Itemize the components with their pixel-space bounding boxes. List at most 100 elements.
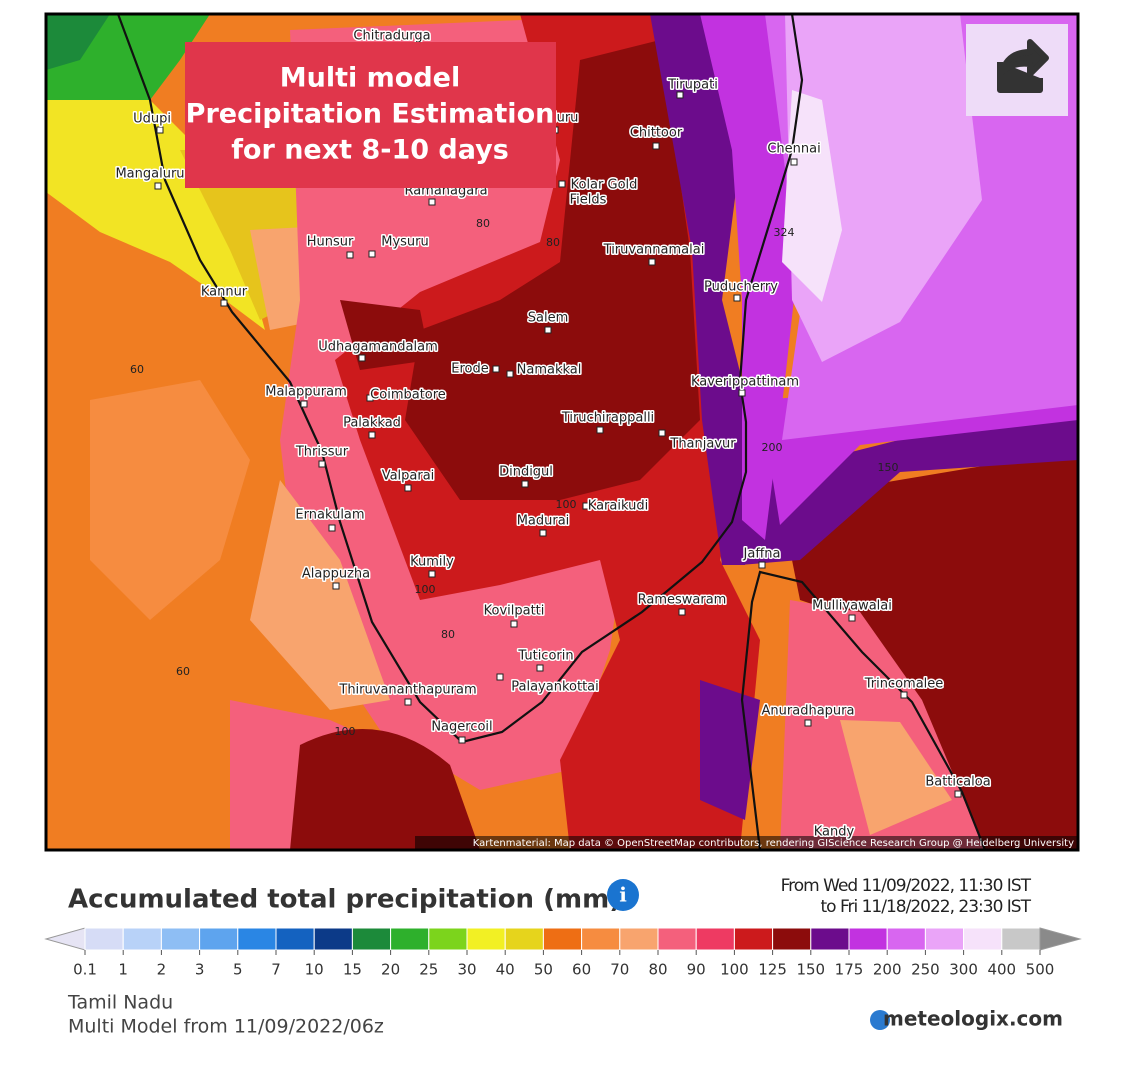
place-marker bbox=[652, 142, 660, 150]
zone bbox=[700, 680, 760, 820]
zone bbox=[405, 40, 700, 500]
place-label: Thanjavur bbox=[669, 437, 736, 452]
place-marker bbox=[154, 182, 162, 190]
place-marker bbox=[492, 365, 500, 373]
place-label: Chitradurga bbox=[353, 29, 430, 44]
map: Kartenmaterial: Map data © OpenStreetMap… bbox=[46, 14, 1078, 850]
legend-swatch bbox=[619, 927, 659, 951]
legend-swatch bbox=[886, 927, 926, 951]
place-marker bbox=[648, 258, 656, 266]
legend-swatch bbox=[351, 927, 392, 951]
place-label: Mysuru bbox=[381, 235, 429, 250]
place-marker bbox=[368, 250, 376, 258]
place-label: Ernakulam bbox=[295, 508, 364, 523]
attribution-bg bbox=[415, 836, 1078, 850]
legend-threshold: 200 bbox=[873, 961, 902, 979]
info-glyph[interactable]: i bbox=[619, 883, 627, 907]
brand-logo bbox=[870, 1010, 890, 1030]
legend-swatch bbox=[810, 927, 850, 951]
place-marker bbox=[404, 698, 412, 706]
brand: meteologix.com bbox=[883, 1007, 1063, 1031]
place-label: Erode bbox=[451, 362, 488, 377]
place-label: Udhagamandalam bbox=[318, 340, 438, 355]
legend-threshold: 40 bbox=[496, 961, 515, 979]
zone bbox=[46, 14, 110, 70]
place-label: Kaverippattinam bbox=[691, 375, 799, 390]
zone bbox=[250, 480, 390, 710]
place-label: Tuticorin bbox=[517, 649, 573, 664]
place-label: Kandy bbox=[814, 825, 855, 840]
date-from: From Wed 11/09/2022, 11:30 IST bbox=[781, 876, 1032, 896]
place-label: Mangaluru bbox=[115, 167, 184, 182]
contour-label: 324 bbox=[774, 226, 795, 239]
place-marker bbox=[346, 251, 354, 259]
place-label: Namakkal bbox=[517, 363, 582, 378]
legend-threshold: 250 bbox=[911, 961, 940, 979]
place-label: Malappuram bbox=[265, 385, 346, 400]
place-label: Salem bbox=[528, 311, 569, 326]
place-label: Palakkad bbox=[343, 416, 401, 431]
info-icon[interactable] bbox=[607, 879, 639, 911]
legend-swatch bbox=[695, 927, 735, 951]
place-label: Coimbatore bbox=[370, 388, 446, 403]
place-marker bbox=[536, 664, 544, 672]
place-marker bbox=[368, 431, 376, 439]
legend-swatch bbox=[581, 927, 621, 951]
legend-arrow bbox=[1039, 927, 1082, 951]
place-label: Karaikudi bbox=[588, 499, 648, 514]
place-marker bbox=[332, 582, 340, 590]
legend-swatch bbox=[466, 927, 506, 951]
place-label: Kumily bbox=[410, 555, 454, 570]
place-label: Tiruvannamalai bbox=[603, 243, 705, 258]
place-marker bbox=[318, 460, 326, 468]
zone bbox=[780, 450, 1078, 850]
legend-threshold: 20 bbox=[381, 961, 400, 979]
place-marker bbox=[676, 91, 684, 99]
place-marker bbox=[539, 529, 547, 537]
region: Tamil Nadu bbox=[67, 992, 173, 1014]
place-marker bbox=[900, 691, 908, 699]
legend-threshold: 400 bbox=[987, 961, 1016, 979]
contour-label: 80 bbox=[546, 236, 560, 249]
legend-threshold: 25 bbox=[419, 961, 438, 979]
place-label: Mulliyawalai bbox=[812, 599, 892, 614]
place-marker bbox=[558, 180, 566, 188]
legend-threshold: 2 bbox=[157, 961, 167, 979]
contour-label: 80 bbox=[476, 217, 490, 230]
legend-threshold: 500 bbox=[1026, 961, 1055, 979]
place-marker bbox=[428, 198, 436, 206]
legend-swatch bbox=[504, 927, 544, 951]
zone bbox=[290, 729, 480, 850]
place-label: Alappuzha bbox=[302, 567, 370, 582]
place-marker bbox=[790, 158, 798, 166]
place-label: Chennai bbox=[767, 142, 820, 157]
contour-label: 100 bbox=[335, 725, 356, 738]
legend-threshold: 175 bbox=[835, 961, 864, 979]
zone bbox=[46, 100, 265, 330]
map-frame bbox=[44, 12, 1080, 852]
place-marker bbox=[458, 736, 466, 744]
place-marker bbox=[596, 426, 604, 434]
legend-swatch bbox=[275, 927, 315, 951]
place-marker bbox=[658, 429, 666, 437]
contour-label: 150 bbox=[878, 461, 899, 474]
zone bbox=[785, 14, 982, 362]
zone bbox=[782, 90, 842, 302]
legend-threshold: 80 bbox=[648, 961, 667, 979]
zone bbox=[840, 720, 952, 835]
place-marker bbox=[300, 400, 308, 408]
legend-swatch bbox=[963, 927, 1003, 951]
legend-swatch bbox=[199, 927, 239, 951]
attribution: Kartenmaterial: Map data © OpenStreetMap… bbox=[473, 838, 1074, 849]
legend-threshold: 0.1 bbox=[73, 961, 97, 979]
model-run: Multi Model from 11/09/2022/06z bbox=[68, 1016, 384, 1038]
legend-threshold: 1 bbox=[118, 961, 128, 979]
place-marker bbox=[358, 354, 366, 362]
share-icon[interactable] bbox=[997, 39, 1049, 93]
place-marker bbox=[678, 608, 686, 616]
coastline bbox=[740, 570, 987, 850]
legend-swatch bbox=[657, 927, 697, 951]
